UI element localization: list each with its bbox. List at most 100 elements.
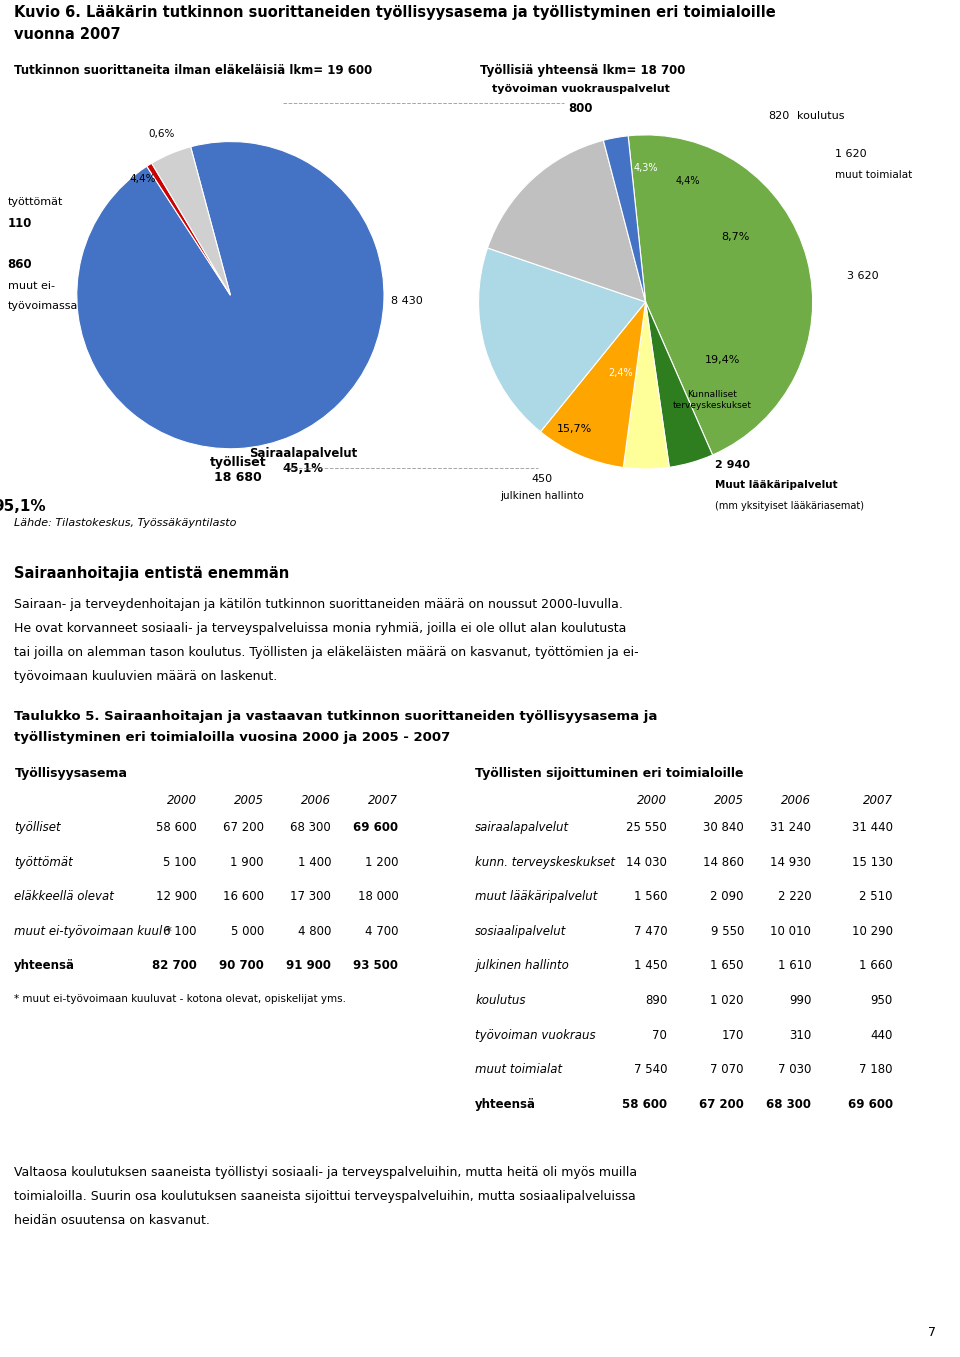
Text: 170: 170 <box>722 1029 744 1042</box>
Text: 1 650: 1 650 <box>710 959 744 973</box>
Text: Sairaan- ja terveydenhoitajan ja kätilön tutkinnon suorittaneiden määrä on nouss: Sairaan- ja terveydenhoitajan ja kätilön… <box>14 598 623 612</box>
Text: 450: 450 <box>532 474 553 483</box>
Text: 30 840: 30 840 <box>704 821 744 835</box>
Text: työllistyminen eri toimialoilla vuosina 2000 ja 2005 - 2007: työllistyminen eri toimialoilla vuosina … <box>14 731 450 745</box>
Text: sosiaalipalvelut: sosiaalipalvelut <box>475 924 566 938</box>
Text: 1 900: 1 900 <box>230 855 264 868</box>
Text: 4,4%: 4,4% <box>130 174 156 183</box>
Text: 19,4%: 19,4% <box>706 356 740 365</box>
Text: 18 000: 18 000 <box>358 890 398 904</box>
Text: 5 100: 5 100 <box>163 855 197 868</box>
Text: Sairaalapalvelut
45,1%: Sairaalapalvelut 45,1% <box>249 446 357 475</box>
Text: * muut ei-työvoimaan kuuluvat - kotona olevat, opiskelijat yms.: * muut ei-työvoimaan kuuluvat - kotona o… <box>14 993 347 1004</box>
Text: 14 930: 14 930 <box>770 855 811 868</box>
Text: 2 220: 2 220 <box>778 890 811 904</box>
Text: 2005: 2005 <box>714 794 744 807</box>
Text: Työllisiä yhteensä lkm= 18 700: Työllisiä yhteensä lkm= 18 700 <box>480 64 685 77</box>
Text: yhteensä: yhteensä <box>14 959 76 973</box>
Text: 1 620: 1 620 <box>835 149 867 159</box>
Text: 1 450: 1 450 <box>634 959 667 973</box>
Text: toimialoilla. Suurin osa koulutuksen saaneista sijoittui terveyspalveluihin, mut: toimialoilla. Suurin osa koulutuksen saa… <box>14 1190 636 1204</box>
Text: 7 470: 7 470 <box>634 924 667 938</box>
Text: 31 440: 31 440 <box>852 821 893 835</box>
Text: 93 500: 93 500 <box>353 959 398 973</box>
Text: 14 860: 14 860 <box>703 855 744 868</box>
Text: 70: 70 <box>653 1029 667 1042</box>
Text: Työllisten sijoittuminen eri toimialoille: Työllisten sijoittuminen eri toimialoill… <box>475 767 744 780</box>
Text: 95,1%: 95,1% <box>0 499 45 514</box>
Text: 1 200: 1 200 <box>365 855 398 868</box>
Text: 4 700: 4 700 <box>365 924 398 938</box>
Text: Kuvio 6. Lääkärin tutkinnon suorittaneiden työllisyysasema ja työllistyminen eri: Kuvio 6. Lääkärin tutkinnon suorittaneid… <box>14 4 776 20</box>
Wedge shape <box>540 303 645 467</box>
Text: 7 070: 7 070 <box>710 1063 744 1076</box>
Text: 31 240: 31 240 <box>770 821 811 835</box>
Text: vuonna 2007: vuonna 2007 <box>14 27 121 42</box>
Text: 890: 890 <box>645 993 667 1007</box>
Text: työttömät: työttömät <box>8 197 63 206</box>
Text: 10 010: 10 010 <box>770 924 811 938</box>
Text: 15 130: 15 130 <box>852 855 893 868</box>
Text: 1 560: 1 560 <box>634 890 667 904</box>
Text: 6 100: 6 100 <box>163 924 197 938</box>
Text: 4,4%: 4,4% <box>675 176 700 186</box>
Text: muut lääkäripalvelut: muut lääkäripalvelut <box>475 890 597 904</box>
Text: 2005: 2005 <box>234 794 264 807</box>
Text: sairaalapalvelut: sairaalapalvelut <box>475 821 569 835</box>
Text: 2007: 2007 <box>863 794 893 807</box>
Text: 69 600: 69 600 <box>353 821 398 835</box>
Text: 4 800: 4 800 <box>298 924 331 938</box>
Text: (mm yksityiset lääkäriasemat): (mm yksityiset lääkäriasemat) <box>715 501 864 510</box>
Text: muut toimialat: muut toimialat <box>835 170 912 179</box>
Text: He ovat korvanneet sosiaali- ja terveyspalveluissa monia ryhmiä, joilla ei ole o: He ovat korvanneet sosiaali- ja terveysp… <box>14 622 627 635</box>
Text: 3 620: 3 620 <box>847 271 878 281</box>
Text: 1 020: 1 020 <box>710 993 744 1007</box>
Text: 2 940: 2 940 <box>715 460 750 470</box>
Text: 820: 820 <box>768 111 789 121</box>
Wedge shape <box>604 136 645 303</box>
Text: Tutkinnon suorittaneita ilman eläkeläisiä lkm= 19 600: Tutkinnon suorittaneita ilman eläkeläisi… <box>14 64 372 77</box>
Text: yhteensä: yhteensä <box>475 1098 537 1111</box>
Text: 2006: 2006 <box>301 794 331 807</box>
Text: 8 430: 8 430 <box>391 296 422 305</box>
Text: muut toimialat: muut toimialat <box>475 1063 563 1076</box>
Text: 2 510: 2 510 <box>859 890 893 904</box>
Text: kunn. terveyskeskukset: kunn. terveyskeskukset <box>475 855 615 868</box>
Text: 69 600: 69 600 <box>848 1098 893 1111</box>
Text: 7 540: 7 540 <box>634 1063 667 1076</box>
Text: 440: 440 <box>871 1029 893 1042</box>
Text: tai joilla on alemman tason koulutus. Työllisten ja eläkeläisten määrä on kasvan: tai joilla on alemman tason koulutus. Ty… <box>14 646 639 660</box>
Text: 990: 990 <box>789 993 811 1007</box>
Text: julkinen hallinto: julkinen hallinto <box>500 491 585 501</box>
Text: 310: 310 <box>789 1029 811 1042</box>
Text: eläkkeellä olevat: eläkkeellä olevat <box>14 890 114 904</box>
Wedge shape <box>479 248 645 432</box>
Text: 2,4%: 2,4% <box>609 368 633 379</box>
Text: koulutus: koulutus <box>475 993 526 1007</box>
Text: 68 300: 68 300 <box>766 1098 811 1111</box>
Text: 14 030: 14 030 <box>626 855 667 868</box>
Text: 1 400: 1 400 <box>298 855 331 868</box>
Text: 7 030: 7 030 <box>778 1063 811 1076</box>
Text: 0,6%: 0,6% <box>149 129 175 138</box>
Text: työttömät: työttömät <box>14 855 73 868</box>
Text: Sairaanhoitajia entistä enemmän: Sairaanhoitajia entistä enemmän <box>14 566 290 581</box>
Text: 16 600: 16 600 <box>223 890 264 904</box>
Text: Kunnalliset
terveyskeskukset: Kunnalliset terveyskeskukset <box>673 391 752 410</box>
Text: 5 000: 5 000 <box>230 924 264 938</box>
Text: 90 700: 90 700 <box>219 959 264 973</box>
Text: 12 900: 12 900 <box>156 890 197 904</box>
Text: työvoimassa: työvoimassa <box>8 301 78 311</box>
Text: työlliset
18 680: työlliset 18 680 <box>210 456 266 484</box>
Text: työlliset: työlliset <box>14 821 61 835</box>
Text: Valtaosa koulutuksen saaneista työllistyi sosiaali- ja terveyspalveluihin, mutta: Valtaosa koulutuksen saaneista työllisty… <box>14 1166 637 1179</box>
Wedge shape <box>147 163 230 296</box>
Text: 82 700: 82 700 <box>152 959 197 973</box>
Text: 7 180: 7 180 <box>859 1063 893 1076</box>
Text: 8,7%: 8,7% <box>721 232 750 242</box>
Text: 800: 800 <box>568 102 593 115</box>
Text: heidän osuutensa on kasvanut.: heidän osuutensa on kasvanut. <box>14 1213 210 1227</box>
Wedge shape <box>77 141 384 449</box>
Text: 1 660: 1 660 <box>859 959 893 973</box>
Text: 17 300: 17 300 <box>290 890 331 904</box>
